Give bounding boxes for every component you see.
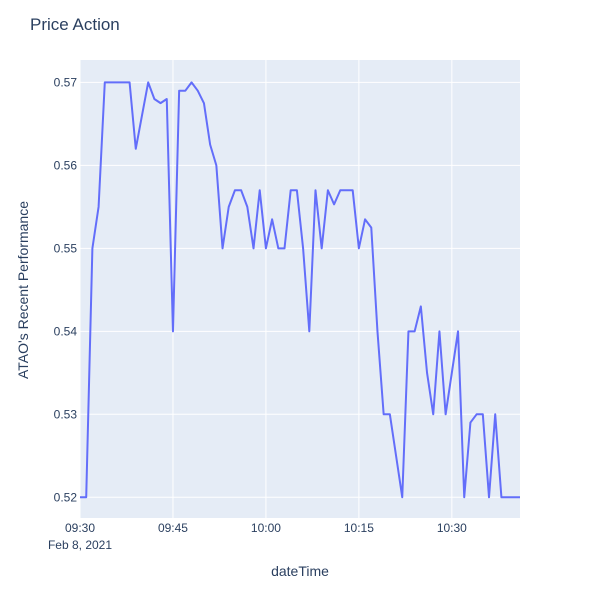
series-line	[80, 81, 520, 499]
chart-title: Price Action	[30, 15, 120, 34]
x-axis-date-label: Feb 8, 2021	[48, 538, 112, 552]
y-tick-label: 0.54	[54, 324, 78, 338]
y-axis-ticks: 0.52 0.53 0.54 0.55 0.56 0.57	[54, 75, 78, 504]
x-tick-label: 10:15	[344, 521, 374, 535]
x-tick-label: 09:30	[65, 521, 95, 535]
x-tick-label: 10:00	[251, 521, 281, 535]
series-layer	[80, 81, 520, 499]
plot-area	[80, 60, 520, 518]
x-gridlines	[79, 60, 453, 518]
y-tick-label: 0.57	[54, 75, 78, 89]
y-tick-label: 0.53	[54, 407, 78, 421]
x-tick-label: 09:45	[158, 521, 188, 535]
x-axis-title: dateTime	[271, 563, 329, 579]
x-tick-label: 10:30	[437, 521, 467, 535]
y-tick-label: 0.52	[54, 490, 78, 504]
x-axis-ticks: 09:30 09:45 10:00 10:15 10:30	[65, 521, 467, 535]
y-axis-title: ATAO's Recent Performance	[15, 201, 31, 379]
y-tick-label: 0.56	[54, 158, 78, 172]
y-gridlines	[80, 81, 520, 498]
y-tick-label: 0.55	[54, 241, 78, 255]
